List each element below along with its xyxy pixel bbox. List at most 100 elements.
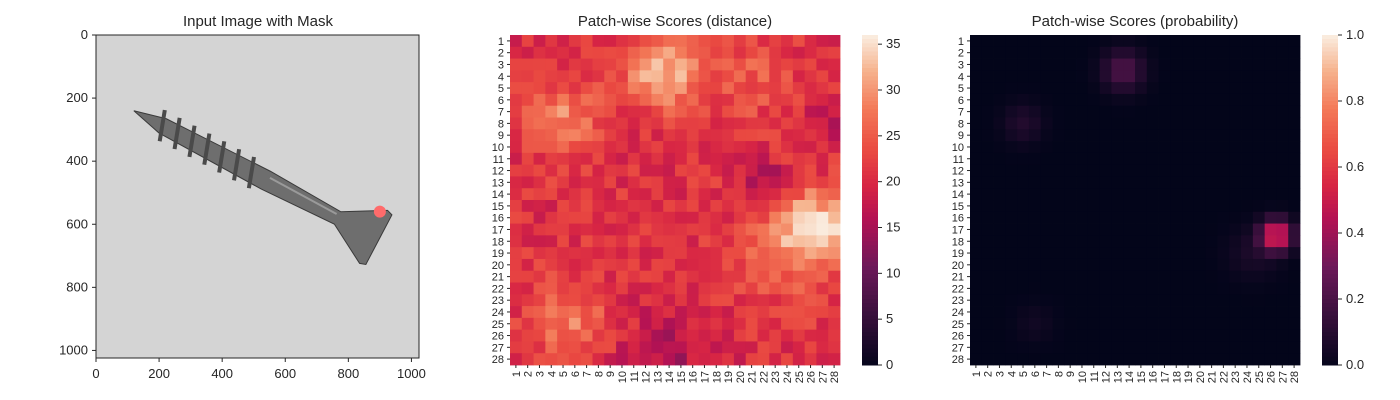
heatmap-cell [698,247,711,260]
heatmap-cell [1146,105,1159,118]
heatmap-cell [970,223,983,236]
heatmap-cell [1005,93,1018,107]
heatmap-cell [1005,270,1018,283]
heatmap-cell [781,282,794,295]
x-tick-label: 10 [1077,371,1089,383]
heatmap-cell [1205,129,1218,142]
heatmap-cell [604,247,617,260]
y-tick-label: 600 [66,216,88,231]
heatmap-cell [1052,270,1065,283]
heatmap-cell [757,152,770,166]
screw-thread [217,141,227,173]
heatmap-cell [533,306,546,319]
heatmap-cell [804,188,817,201]
heatmap-cell [1205,353,1218,366]
heatmap-cell [792,258,806,272]
heatmap-cell [521,317,534,331]
heatmap-cell [792,200,806,213]
heatmap-cell [580,141,593,154]
heatmap-cell [993,235,1006,248]
heatmap-cell [545,223,558,236]
heatmap-cell [521,82,534,95]
heatmap-cell [1040,82,1053,95]
heatmap-cell [1040,341,1053,354]
heatmap-cell [1158,282,1171,295]
heatmap-cell [1087,93,1101,107]
heatmap-cell [804,282,817,295]
heatmap-cell [1076,141,1089,154]
heatmap-cell [1146,70,1159,83]
heatmap-cell [1252,353,1266,366]
heatmap-cell [651,270,664,283]
heatmap-cell [686,141,699,154]
heatmap-cell [1205,141,1218,154]
heatmap-cell [816,329,829,342]
heatmap-cell [1170,164,1183,177]
heatmap-cell [1064,247,1077,260]
image-background [96,35,419,358]
heatmap-cell [1052,152,1065,166]
heatmap-cell [1135,353,1148,366]
heatmap-cell [981,105,994,118]
heatmap-cell [1064,152,1077,166]
heatmap-cell [592,247,605,260]
heatmap-cell [1205,70,1218,83]
heatmap-cell [1099,82,1112,95]
heatmap-cell [604,341,617,354]
heatmap-cell [1229,188,1242,201]
colorbar-tick-label: 1.0 [1346,27,1364,42]
heatmap-cell [1182,46,1195,59]
heatmap-cell [792,46,806,59]
heatmap-cell [1135,164,1148,177]
heatmap-cell [722,306,735,319]
heatmap-cell [545,129,558,142]
colorbar-segment [862,257,878,263]
heatmap-cell [1264,247,1277,260]
heatmap-cell [970,58,983,71]
heatmap-cell [604,129,617,142]
heatmap-cell [816,70,829,83]
colorbar: 0.00.20.40.60.81.0 [1322,27,1364,372]
heatmap-cell [1076,188,1089,201]
colorbar-segment [862,290,878,296]
heatmap-cell [1193,306,1207,319]
colorbar-segment [862,220,878,226]
heatmap-cell [663,258,676,272]
heatmap-cell [1288,247,1301,260]
heatmap-cell [1158,141,1171,154]
heatmap-cell [663,164,676,177]
heatmap-cell [722,270,735,283]
heatmap-cell [993,35,1006,48]
colorbar-tick-label: 0.4 [1346,225,1364,240]
heatmap-cell [1276,129,1289,142]
heatmap-cell [816,93,829,107]
heatmap-cell [616,306,629,319]
heatmap-cell [757,70,770,83]
heatmap-cell [616,105,629,118]
heatmap-cell [1076,270,1089,283]
heatmap-cell [1193,117,1207,130]
heatmap-cell [533,223,546,236]
heatmap-cell [686,294,699,307]
y-tick-label: 22 [492,283,504,295]
heatmap-cell [1241,152,1254,166]
heatmap-cell [698,211,711,224]
colorbar-tick-label: 0 [886,357,893,372]
colorbar-segment [862,76,878,81]
heatmap-cell [639,129,652,142]
colorbar-tick-label: 0.8 [1346,93,1364,108]
heatmap-cell [757,235,770,248]
colorbar-segment [1322,286,1338,292]
colorbar-segment [862,332,878,337]
heatmap-cell [533,329,546,342]
heatmap-cell [792,141,806,154]
heatmap-cell [722,176,735,189]
heatmap-cell [521,188,534,201]
heatmap-cell [710,306,723,319]
heatmap-cell [970,317,983,331]
x-tick-label: 22 [758,371,770,383]
colorbar-segment [1322,80,1338,85]
y-tick-label: 25 [492,319,504,331]
heatmap-cell [1017,152,1030,166]
